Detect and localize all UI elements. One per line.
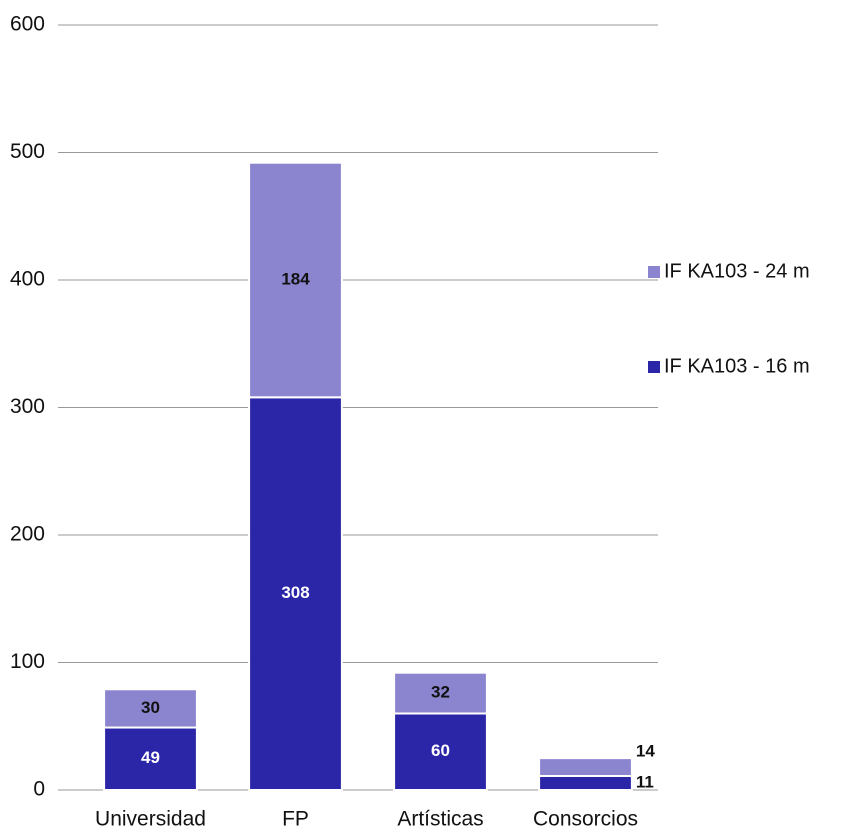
bar-segment [538, 774, 633, 791]
bar-segment [393, 671, 488, 715]
value-label: 308 [281, 583, 309, 602]
bar-segment [103, 688, 198, 729]
x-tick-label: FP [282, 808, 309, 831]
value-label: 14 [636, 742, 655, 761]
y-tick-label: 100 [10, 650, 45, 673]
bar-segment [393, 712, 488, 791]
bar-segment [103, 726, 198, 792]
legend-swatch [648, 266, 660, 278]
legend-label: IF KA103 - 16 m [664, 355, 810, 377]
legend-label: IF KA103 - 24 m [664, 260, 810, 282]
y-tick-label: 500 [10, 140, 45, 163]
y-tick-label: 200 [10, 523, 45, 546]
y-tick-label: 300 [10, 395, 45, 418]
x-tick-label: Consorcios [533, 808, 638, 831]
y-tick-label: 600 [10, 13, 45, 36]
y-tick-label: 400 [10, 268, 45, 291]
bar-segment [538, 757, 633, 777]
bar-segment [248, 396, 343, 791]
value-label: 49 [141, 748, 160, 767]
value-label: 32 [431, 683, 450, 702]
value-label: 11 [636, 772, 654, 791]
y-tick-label: 0 [33, 778, 45, 801]
x-tick-label: Universidad [95, 808, 206, 831]
value-label: 184 [281, 269, 310, 288]
value-label: 30 [141, 698, 160, 717]
legend-swatch [648, 361, 660, 373]
x-tick-label: Artísticas [397, 808, 483, 831]
value-label: 60 [431, 741, 450, 760]
bar-segment [248, 161, 343, 399]
